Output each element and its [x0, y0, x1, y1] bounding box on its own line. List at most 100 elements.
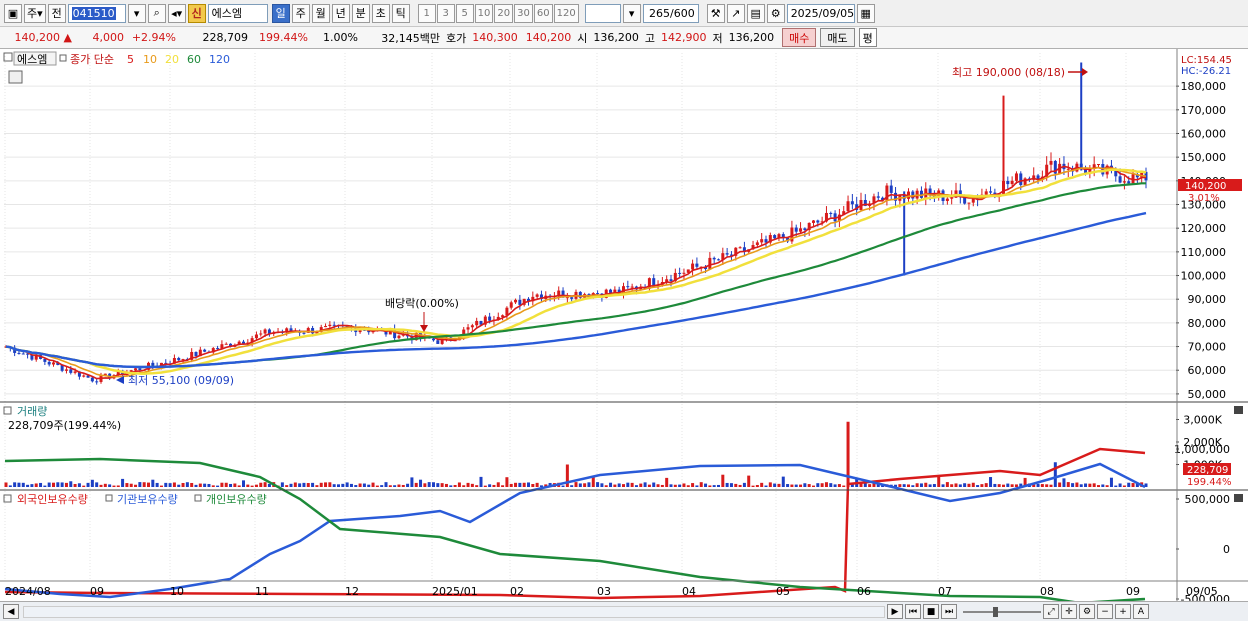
volume-bar: [911, 485, 915, 487]
type-select-label: 주: [27, 7, 38, 20]
interval-button[interactable]: 10: [474, 3, 494, 23]
candle-body: [470, 325, 474, 328]
volume-bar: [786, 484, 790, 487]
candle-body: [630, 286, 634, 288]
scroll-left-button[interactable]: ◀: [3, 604, 19, 619]
drawing-icon[interactable]: ↗: [726, 3, 745, 23]
zoom-slider-thumb[interactable]: [993, 606, 998, 617]
crosshair-icon[interactable]: ✛: [1061, 604, 1077, 619]
layout-icon[interactable]: ▣: [4, 3, 22, 23]
date-field[interactable]: 2025/09/05: [786, 3, 855, 23]
interval-button[interactable]: 120: [553, 3, 579, 23]
zoom-fit-icon[interactable]: ⤢: [1043, 604, 1059, 619]
volume-close-icon[interactable]: [1234, 406, 1243, 414]
volume-bar: [812, 485, 815, 487]
scroll-track[interactable]: [23, 605, 885, 618]
volume-bar: [691, 483, 695, 487]
volume-bar: [937, 475, 941, 487]
candle-body: [56, 362, 60, 365]
panel-menu-icon[interactable]: [3, 52, 13, 62]
settings-small-icon[interactable]: ⚙: [1079, 604, 1095, 619]
stop-button[interactable]: ■: [923, 604, 939, 619]
candle-body: [82, 375, 86, 377]
volume-bar: [539, 485, 543, 487]
volume-bar: [656, 484, 660, 487]
stock-name-field[interactable]: 에스엠: [207, 3, 268, 23]
sell-button[interactable]: 매도: [820, 28, 855, 47]
volume-bar: [993, 483, 997, 487]
interval-button[interactable]: 20: [494, 3, 514, 23]
price-tick-label: 120,000: [1181, 222, 1227, 235]
stock-chart[interactable]: 180,000170,000160,000150,000140,000130,0…: [0, 49, 1248, 601]
candle-body: [315, 331, 319, 334]
type-select[interactable]: 주 ▾: [24, 3, 46, 23]
period-button[interactable]: 틱: [391, 3, 410, 23]
volume-bar: [367, 484, 371, 487]
candle-body: [151, 362, 155, 366]
mode-button[interactable]: 전: [47, 3, 66, 23]
speaker-icon[interactable]: ◂▾: [167, 3, 186, 23]
volume-bar: [1122, 485, 1126, 487]
candle-body: [1092, 164, 1096, 168]
zoom-slider[interactable]: [963, 606, 1041, 617]
sin-badge[interactable]: 신: [187, 3, 206, 23]
candle-body: [557, 290, 561, 297]
interval-button[interactable]: 60: [533, 3, 553, 23]
volume-panel-icon[interactable]: [3, 406, 12, 415]
period-button[interactable]: 월: [311, 3, 330, 23]
volume-bar: [457, 482, 461, 487]
table-icon[interactable]: [8, 70, 23, 84]
candle-body: [1122, 181, 1126, 183]
holdings-panel-icon[interactable]: [3, 494, 12, 503]
candle-body: [1049, 160, 1053, 165]
candle-body: [570, 297, 574, 299]
candle-body: [1127, 181, 1131, 184]
volume-bar: [617, 483, 621, 487]
volume-bar: [345, 482, 349, 487]
candle-body: [90, 377, 94, 382]
volume-bar: [129, 483, 133, 487]
interval-button[interactable]: 5: [455, 3, 474, 23]
interval-button[interactable]: 30: [514, 3, 533, 23]
candle-body: [1135, 174, 1139, 178]
font-size-icon[interactable]: A: [1133, 604, 1149, 619]
holdings-close-icon[interactable]: [1234, 494, 1243, 502]
calendar-icon[interactable]: ▦: [856, 3, 875, 23]
interval-button[interactable]: 1: [417, 3, 436, 23]
candle-body: [488, 316, 492, 321]
volume-bar: [980, 484, 984, 487]
candle-body: [695, 263, 699, 267]
interval-button[interactable]: 3: [436, 3, 455, 23]
period-button[interactable]: 초: [371, 3, 390, 23]
period-button[interactable]: 일: [271, 3, 290, 23]
volume-bar: [751, 485, 755, 487]
interval-custom-input[interactable]: [584, 3, 621, 23]
dividend-annotation: 배당락(0.00%): [385, 297, 459, 310]
search-icon[interactable]: ⌕: [147, 3, 166, 23]
chart-tools-icon[interactable]: ⚒: [706, 3, 725, 23]
zoom-plus-icon[interactable]: +: [1115, 604, 1131, 619]
save-icon[interactable]: ▤: [746, 3, 765, 23]
current-price: 140,200 ▲: [0, 28, 74, 48]
scroll-right-button[interactable]: ▶: [887, 604, 903, 619]
candle-body: [773, 235, 777, 239]
price-tick-label: 50,000: [1188, 388, 1227, 401]
period-button[interactable]: 년: [331, 3, 350, 23]
buy-button[interactable]: 매수: [782, 28, 817, 47]
zoom-minus-icon[interactable]: −: [1097, 604, 1113, 619]
stock-code-input[interactable]: 041510: [67, 3, 126, 23]
volume-bar: [466, 482, 470, 487]
eval-button[interactable]: 평: [858, 28, 877, 47]
period-button[interactable]: 주: [291, 3, 310, 23]
rewind-button[interactable]: ⏮: [905, 604, 921, 619]
forward-button[interactable]: ⏭: [941, 604, 957, 619]
volume-bar: [147, 482, 150, 487]
gear-icon[interactable]: ⚙: [766, 3, 785, 23]
code-dropdown-icon[interactable]: ▾: [127, 3, 146, 23]
volume-bar: [285, 485, 289, 487]
count-field[interactable]: 265/600: [642, 3, 699, 23]
interval-dropdown-icon[interactable]: ▾: [622, 3, 641, 23]
volume-bar: [514, 482, 518, 487]
candle-body: [950, 197, 954, 199]
period-button[interactable]: 분: [351, 3, 370, 23]
